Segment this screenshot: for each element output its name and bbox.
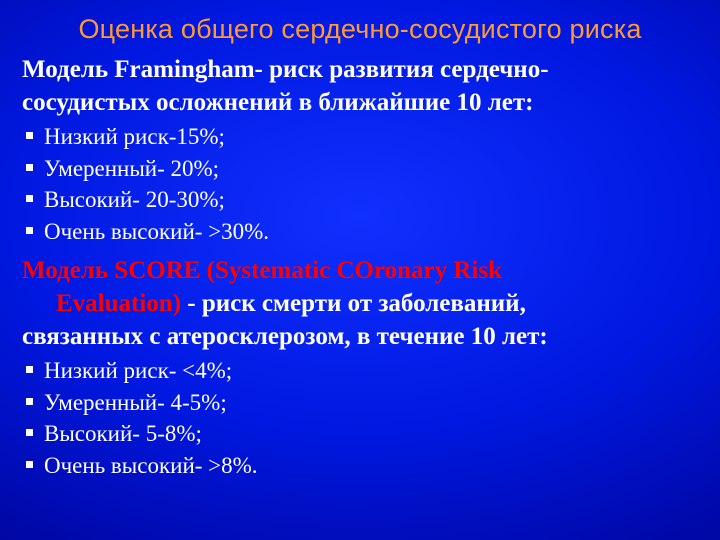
score-list: Низкий риск- <4%; Умеренный- 4-5%; Высок… [22, 355, 698, 482]
list-item: Низкий риск- <4%; [22, 355, 698, 387]
slide: Оценка общего сердечно-сосудистого риска… [0, 0, 720, 540]
list-item: Умеренный- 4-5%; [22, 387, 698, 419]
score-heading: Модель SCORE (Systematic COronary Risk E… [22, 254, 698, 320]
list-item: Умеренный- 20%; [22, 153, 698, 185]
list-item: Низкий риск-15%; [22, 121, 698, 153]
list-item: Очень высокий- >30%. [22, 216, 698, 248]
score-heading-line3: связанных с атеросклерозом, в течение 10… [22, 320, 698, 353]
list-item: Высокий- 5-8%; [22, 418, 698, 450]
slide-title: Оценка общего сердечно-сосудистого риска [22, 14, 698, 45]
framingham-list: Низкий риск-15%; Умеренный- 20%; Высокий… [22, 121, 698, 248]
framingham-heading-line2: сосудистых осложнений в ближайшие 10 лет… [22, 86, 698, 119]
score-red-line2: Evaluation) [56, 290, 187, 317]
score-white-line2: - риск смерти от заболеваний, [187, 290, 526, 317]
score-red-line1: Модель SCORE (Systematic COronary Risk [22, 257, 502, 284]
list-item: Высокий- 20-30%; [22, 184, 698, 216]
list-item: Очень высокий- >8%. [22, 450, 698, 482]
framingham-heading-line1: Модель Framingham- риск развития сердечн… [22, 53, 698, 86]
